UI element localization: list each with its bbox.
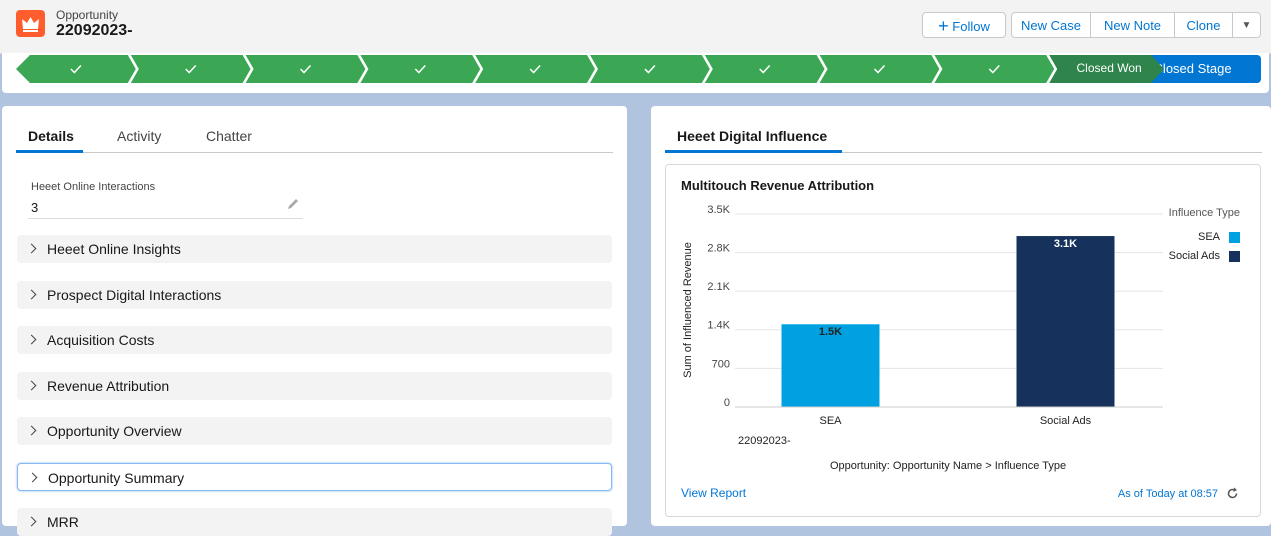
path-step <box>360 55 481 83</box>
more-button[interactable]: ▼ <box>1232 12 1261 38</box>
current-stage: Closed Won <box>1077 61 1142 75</box>
value-label: 1.5K <box>819 326 842 338</box>
section-title: Opportunity Overview <box>47 423 182 439</box>
path-step <box>704 55 825 83</box>
check-icon <box>185 64 197 74</box>
chart-title: Multitouch Revenue Attribution <box>681 178 875 193</box>
legend-label: Social Ads <box>1169 250 1221 262</box>
y-tick-label: 2.1K <box>707 281 730 293</box>
path-step <box>475 55 595 83</box>
influence-card <box>651 106 1271 526</box>
bar <box>781 324 880 407</box>
check-icon <box>644 64 656 74</box>
tab-activity[interactable]: Activity <box>117 128 162 144</box>
section-title: Prospect Digital Interactions <box>47 286 222 303</box>
path-step <box>1049 55 1164 83</box>
path-step <box>590 55 710 83</box>
crown-icon <box>22 17 39 32</box>
section-title: Acquisition Costs <box>47 332 155 348</box>
section-header[interactable]: Acquisition Costs <box>17 326 612 354</box>
timestamp: As of Today at 08:57 <box>1117 488 1218 500</box>
path-step <box>819 55 940 83</box>
edit-icon[interactable] <box>286 197 300 211</box>
y-tick-label: 3.5K <box>707 204 730 216</box>
tab-details[interactable]: Details <box>28 128 74 144</box>
view-report-link[interactable]: View Report <box>681 486 747 500</box>
path-step <box>130 55 251 83</box>
section-header[interactable]: Prospect Digital Interactions <box>17 280 612 309</box>
section-title: Opportunity Summary <box>48 469 185 486</box>
check-icon <box>988 64 1000 74</box>
path-step <box>934 55 1055 83</box>
field-underline <box>28 218 303 219</box>
section-header[interactable]: Revenue Attribution <box>17 371 612 400</box>
y-tick-label: 2.8K <box>707 243 730 255</box>
x-axis-label: Opportunity: Opportunity Name > Influenc… <box>830 460 1066 472</box>
y-axis-label: Sum of Influenced Revenue <box>682 242 694 378</box>
check-icon <box>873 64 886 74</box>
group-label: 22092023- <box>738 435 791 447</box>
field-value: 3 <box>31 200 39 215</box>
legend-swatch <box>1229 251 1240 262</box>
x-tick-label: SEA <box>819 415 842 427</box>
path-step <box>16 55 136 83</box>
value-label: 3.1K <box>1054 238 1077 250</box>
check-icon <box>70 64 82 74</box>
record-name: 22092023- <box>56 22 133 39</box>
button-label: Follow <box>952 19 990 34</box>
new-note-button[interactable]: New Note <box>1090 12 1175 38</box>
follow-button[interactable]: + Follow <box>922 12 1006 38</box>
section-title: Revenue Attribution <box>47 377 170 394</box>
refresh-icon[interactable] <box>1226 487 1239 500</box>
legend-label: SEA <box>1198 231 1221 243</box>
legend-title: Influence Type <box>1169 207 1240 219</box>
clone-button[interactable]: Clone <box>1174 12 1233 38</box>
tab-active-underline <box>665 150 842 153</box>
legend-swatch <box>1229 232 1240 243</box>
plus-icon: + <box>938 16 949 36</box>
y-tick-label: 700 <box>712 358 730 370</box>
check-icon <box>529 64 541 74</box>
field-label: Heeet Online Interactions <box>31 181 156 193</box>
section-header[interactable]: Heeet Online Insights <box>17 235 612 263</box>
tab-chatter[interactable]: Chatter <box>206 128 252 144</box>
details-card <box>2 106 627 526</box>
check-icon <box>299 64 312 74</box>
overlay: Closed Won 0 700 1.4K 2.1K 2.8K 3.5K 1.5K SEA SEA… <box>16 55 1240 472</box>
tab-influence[interactable]: Heeet Digital Influence <box>677 128 828 144</box>
x-tick-label: Social Ads <box>1040 415 1092 427</box>
chart-card <box>665 164 1261 517</box>
path-step <box>245 55 366 83</box>
y-tick-label: 1.4K <box>707 320 730 332</box>
new-case-button[interactable]: New Case <box>1011 12 1091 38</box>
check-icon <box>759 64 771 74</box>
object-label: Opportunity <box>56 8 119 22</box>
y-tick-label: 0 <box>724 397 730 409</box>
tab-active-underline <box>16 150 83 153</box>
section-header[interactable]: Opportunity Overview <box>17 417 612 445</box>
check-icon <box>414 64 426 74</box>
section-title: Heeet Online Insights <box>47 241 181 257</box>
section-header[interactable]: Opportunity Summary <box>17 462 612 491</box>
tab-line <box>16 152 613 153</box>
tab-line <box>665 152 1262 153</box>
bar <box>1016 236 1115 407</box>
